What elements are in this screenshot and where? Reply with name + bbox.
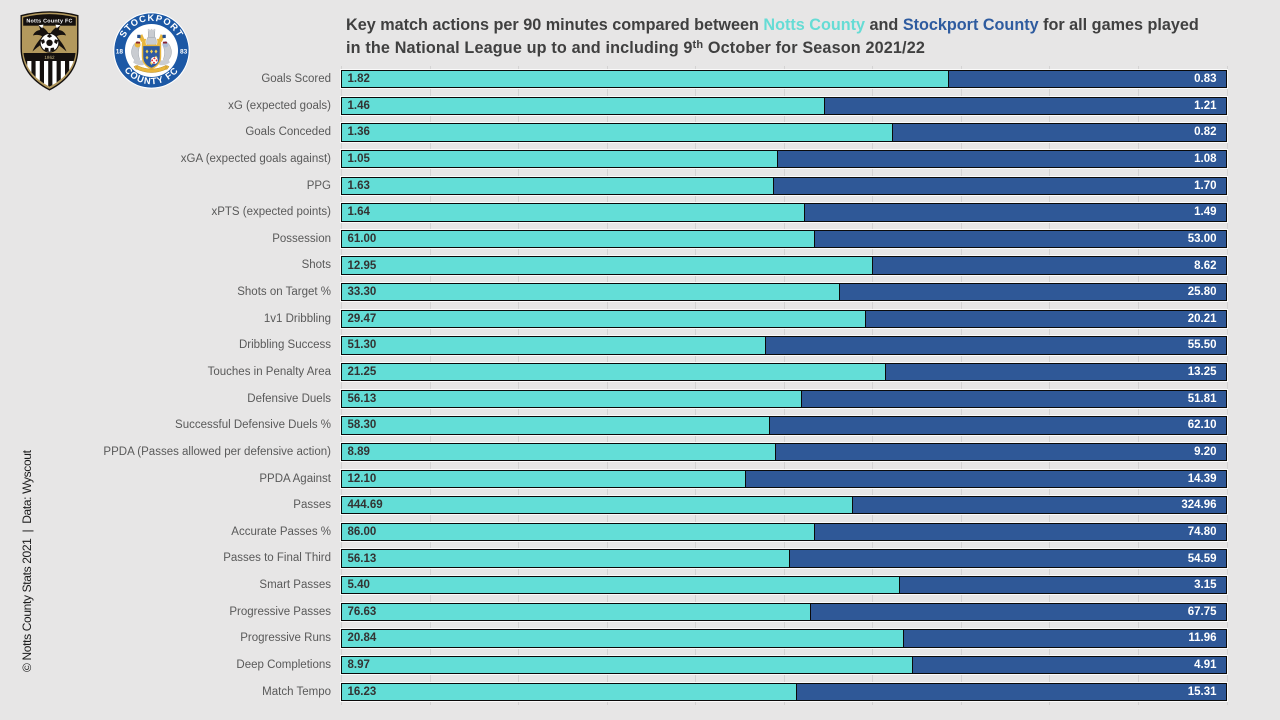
svg-text:18: 18 <box>116 47 123 55</box>
svg-text:83: 83 <box>180 47 187 55</box>
svg-text:Notts County FC: Notts County FC <box>26 19 72 25</box>
svg-text:1862: 1862 <box>44 55 55 60</box>
